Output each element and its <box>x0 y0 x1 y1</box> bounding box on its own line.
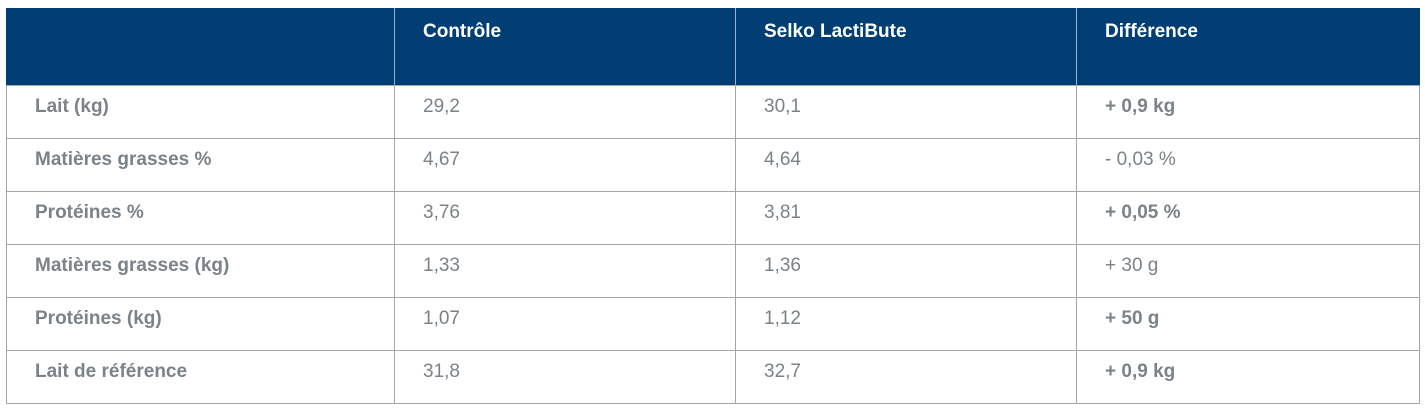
selko-value: 1,12 <box>735 297 1077 351</box>
difference-value: + 50 g <box>1076 297 1420 351</box>
header-difference: Différence <box>1076 8 1420 86</box>
row-label: Matières grasses (kg) <box>6 244 395 298</box>
control-value: 29,2 <box>394 85 736 139</box>
selko-value: 32,7 <box>735 350 1077 404</box>
row-label: Protéines (kg) <box>6 297 395 351</box>
control-value: 1,33 <box>394 244 736 298</box>
header-row: Contrôle Selko LactiBute Différence <box>6 8 1420 86</box>
difference-value: - 0,03 % <box>1076 138 1420 192</box>
header-control: Contrôle <box>394 8 736 86</box>
table-row: Lait de référence 31,8 32,7 + 0,9 kg <box>6 350 1420 404</box>
table-body: Lait (kg) 29,2 30,1 + 0,9 kg Matières gr… <box>6 85 1420 404</box>
comparison-table-container: Contrôle Selko LactiBute Différence Lait… <box>6 8 1420 405</box>
control-value: 31,8 <box>394 350 736 404</box>
row-label: Matières grasses % <box>6 138 395 192</box>
difference-value: + 0,05 % <box>1076 191 1420 245</box>
header-empty-cell <box>6 8 395 86</box>
table-row: Matières grasses % 4,67 4,64 - 0,03 % <box>6 138 1420 192</box>
row-label: Lait de référence <box>6 350 395 404</box>
selko-value: 3,81 <box>735 191 1077 245</box>
selko-value: 30,1 <box>735 85 1077 139</box>
difference-value: + 0,9 kg <box>1076 350 1420 404</box>
selko-value: 1,36 <box>735 244 1077 298</box>
row-label: Protéines % <box>6 191 395 245</box>
table-row: Lait (kg) 29,2 30,1 + 0,9 kg <box>6 85 1420 139</box>
difference-value: + 0,9 kg <box>1076 85 1420 139</box>
header-selko-lactibute: Selko LactiBute <box>735 8 1077 86</box>
comparison-table: Contrôle Selko LactiBute Différence Lait… <box>6 8 1420 404</box>
row-label: Lait (kg) <box>6 85 395 139</box>
table-row: Protéines (kg) 1,07 1,12 + 50 g <box>6 297 1420 351</box>
difference-value: + 30 g <box>1076 244 1420 298</box>
table-row: Protéines % 3,76 3,81 + 0,05 % <box>6 191 1420 245</box>
selko-value: 4,64 <box>735 138 1077 192</box>
table-row: Matières grasses (kg) 1,33 1,36 + 30 g <box>6 244 1420 298</box>
table-header: Contrôle Selko LactiBute Différence <box>6 8 1420 86</box>
control-value: 1,07 <box>394 297 736 351</box>
control-value: 3,76 <box>394 191 736 245</box>
control-value: 4,67 <box>394 138 736 192</box>
